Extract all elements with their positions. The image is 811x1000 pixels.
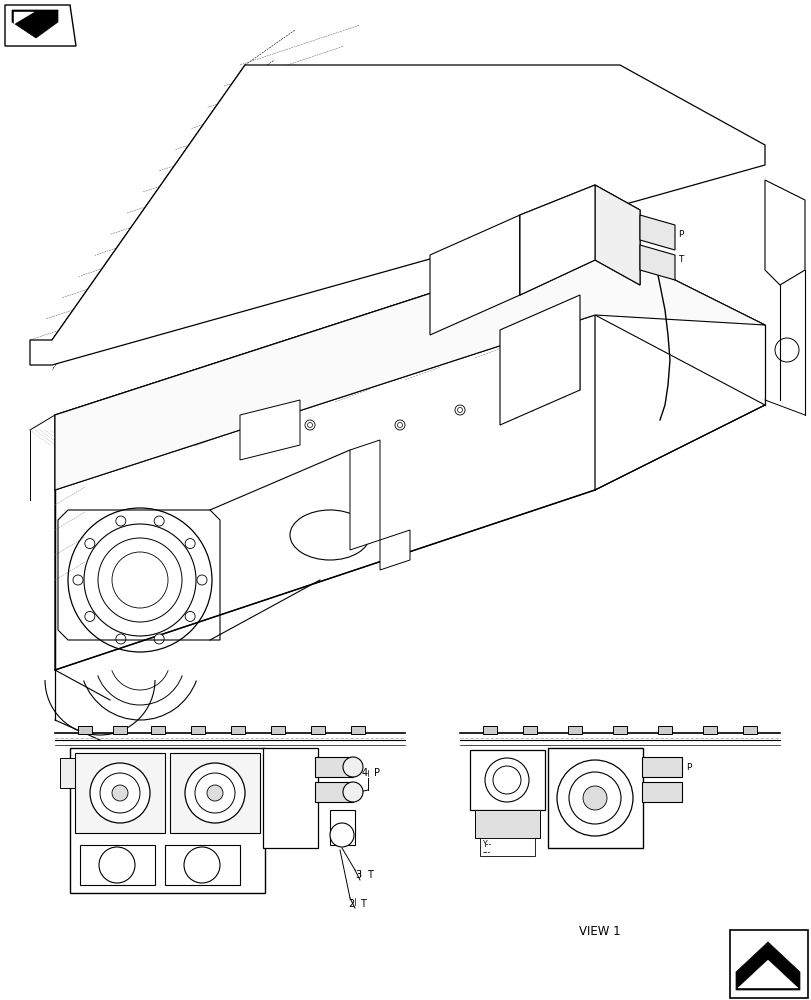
Polygon shape	[55, 240, 764, 490]
Bar	[311, 726, 324, 734]
Circle shape	[492, 766, 521, 794]
Circle shape	[116, 516, 126, 526]
Circle shape	[116, 634, 126, 644]
Text: P: P	[685, 763, 690, 772]
Circle shape	[329, 823, 354, 847]
Bar	[547, 748, 642, 848]
Bar	[230, 726, 245, 734]
Polygon shape	[764, 180, 804, 285]
Bar	[113, 726, 127, 734]
Circle shape	[556, 760, 633, 836]
Bar	[474, 810, 539, 838]
Polygon shape	[14, 12, 34, 24]
Bar	[657, 726, 672, 734]
Text: Y--: Y--	[483, 840, 491, 849]
Text: 2: 2	[348, 899, 354, 909]
Text: 4: 4	[362, 768, 367, 778]
Polygon shape	[430, 215, 519, 335]
Bar	[329, 810, 354, 845]
Bar	[75, 753, 165, 833]
Circle shape	[185, 539, 195, 549]
Circle shape	[84, 539, 95, 549]
Text: VIEW 1: VIEW 1	[578, 925, 620, 938]
Bar	[70, 748, 264, 893]
Circle shape	[197, 575, 207, 585]
Bar	[263, 748, 318, 848]
Bar	[191, 726, 204, 734]
Text: T: T	[367, 870, 372, 880]
Bar	[742, 726, 756, 734]
Circle shape	[84, 611, 95, 621]
Bar	[169, 753, 260, 833]
Bar	[729, 930, 807, 998]
Circle shape	[112, 785, 128, 801]
Polygon shape	[350, 440, 380, 550]
Polygon shape	[380, 530, 410, 570]
Circle shape	[207, 785, 223, 801]
Bar	[479, 838, 534, 856]
Circle shape	[90, 763, 150, 823]
Polygon shape	[519, 185, 594, 295]
Polygon shape	[240, 400, 299, 460]
Bar	[151, 726, 165, 734]
Text: 3: 3	[354, 870, 361, 880]
Circle shape	[342, 757, 363, 777]
Circle shape	[154, 634, 164, 644]
Circle shape	[185, 763, 245, 823]
Circle shape	[185, 611, 195, 621]
Bar	[470, 750, 544, 810]
Bar	[350, 726, 365, 734]
Bar	[80, 845, 155, 885]
Polygon shape	[55, 240, 764, 490]
Bar	[642, 757, 681, 777]
Text: P: P	[677, 230, 683, 239]
Circle shape	[484, 758, 528, 802]
Bar	[315, 782, 353, 802]
Bar	[522, 726, 536, 734]
Circle shape	[154, 516, 164, 526]
Polygon shape	[5, 5, 76, 46]
Circle shape	[582, 786, 607, 810]
Bar	[642, 782, 681, 802]
Bar	[271, 726, 285, 734]
Polygon shape	[12, 10, 58, 38]
Bar	[702, 726, 716, 734]
Circle shape	[100, 773, 139, 813]
Circle shape	[342, 782, 363, 802]
Polygon shape	[500, 295, 579, 425]
Bar	[165, 845, 240, 885]
Circle shape	[73, 575, 83, 585]
Polygon shape	[735, 942, 799, 990]
Bar	[315, 757, 353, 777]
Text: P: P	[374, 768, 380, 778]
Polygon shape	[55, 240, 594, 670]
Text: T: T	[359, 899, 366, 909]
Bar	[568, 726, 581, 734]
Bar	[264, 758, 280, 788]
Polygon shape	[30, 65, 764, 365]
Polygon shape	[519, 185, 639, 295]
Polygon shape	[639, 215, 674, 250]
Circle shape	[195, 773, 234, 813]
Polygon shape	[594, 185, 639, 285]
Bar	[612, 726, 626, 734]
Polygon shape	[639, 245, 674, 280]
Text: T: T	[677, 255, 683, 264]
Bar	[60, 758, 75, 788]
Bar	[78, 726, 92, 734]
Polygon shape	[737, 960, 797, 988]
Bar	[483, 726, 496, 734]
Circle shape	[569, 772, 620, 824]
Text: ---: ---	[483, 848, 491, 857]
